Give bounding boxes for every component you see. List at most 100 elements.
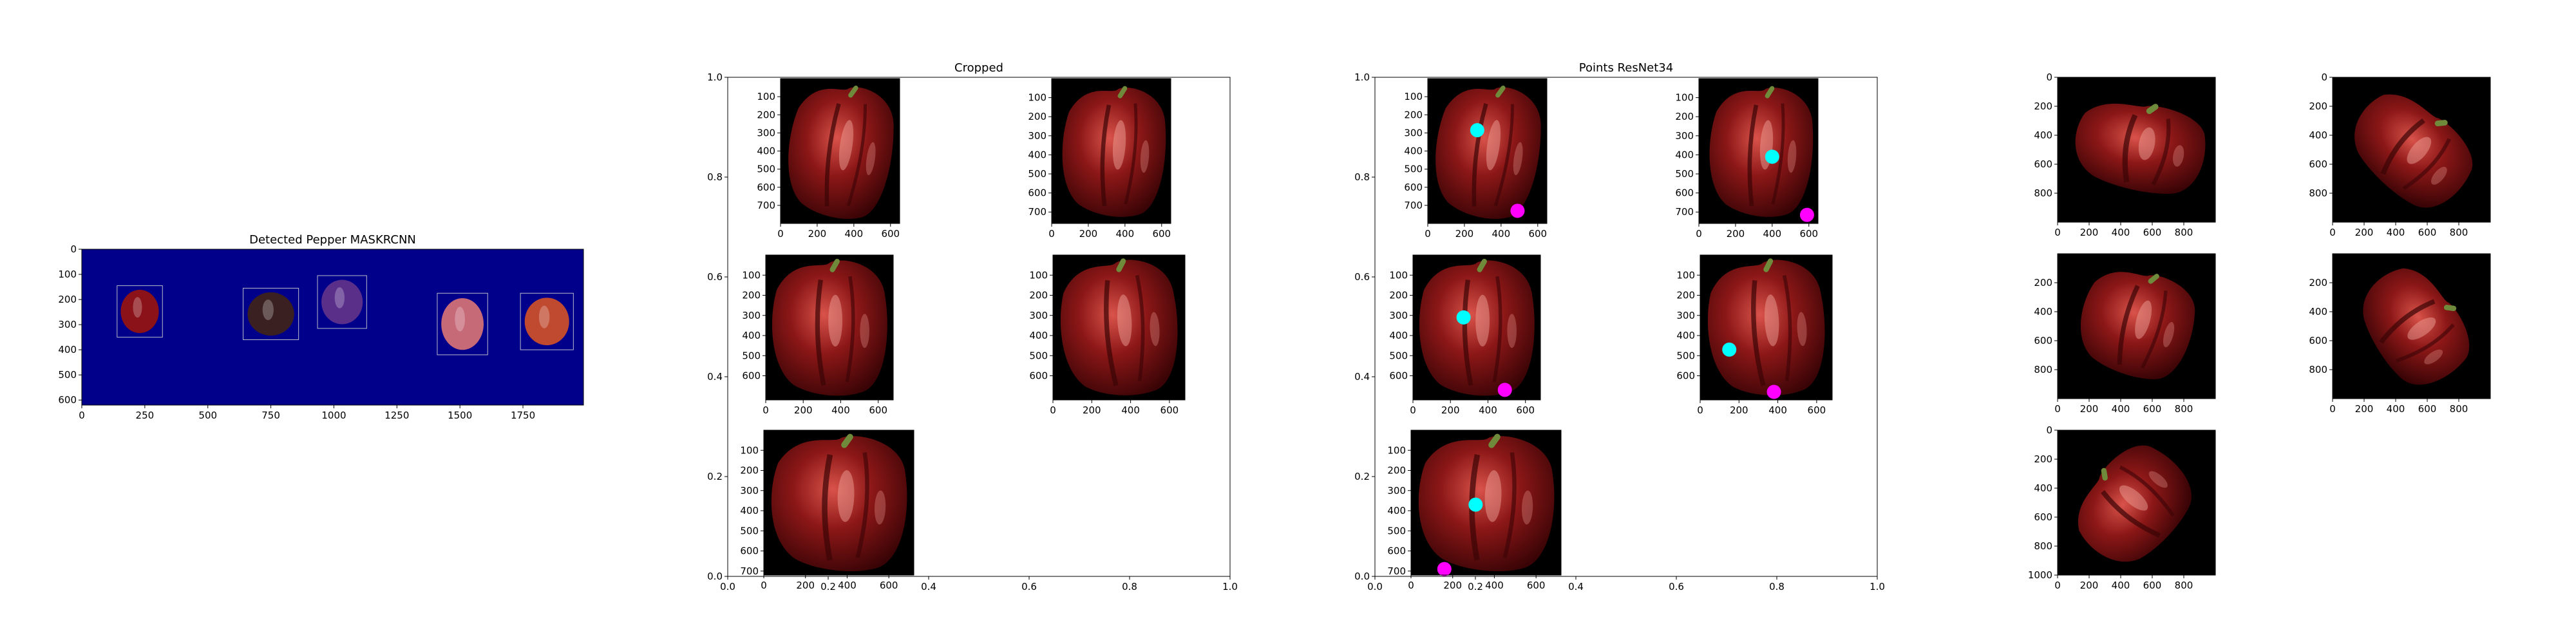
x-tick-label: 0	[1696, 228, 1702, 240]
pepper-image	[2075, 104, 2206, 194]
image-panel: 0 200 400 600 800 0 200 400 600 800	[2309, 71, 2491, 238]
image-panel: 0 200 400 600 100 200 300 400 500 600	[1676, 254, 1833, 416]
y-tick-label: 200	[1029, 290, 1048, 301]
pepper-image	[1707, 258, 1825, 395]
detection-box	[243, 288, 299, 341]
pepper-highlight	[133, 297, 142, 318]
pepper-body	[1435, 87, 1541, 219]
pepper-fold	[855, 452, 869, 558]
detection-box	[317, 275, 367, 329]
pepper-highlight	[2424, 349, 2443, 365]
x-tick-label: 200	[2080, 227, 2099, 238]
x-tick-label: 0	[1425, 228, 1431, 240]
y-tick-label: 300	[742, 310, 761, 321]
x-tick-label: 600	[2418, 403, 2437, 415]
axes-frame	[2332, 253, 2491, 399]
x-tick-label: 0	[1050, 404, 1056, 416]
y-tick-label: 500	[1387, 525, 1406, 536]
axes-frame	[1410, 430, 1562, 576]
x-tick-label: 200	[1083, 404, 1101, 416]
pepper-fold	[2151, 118, 2171, 185]
outer-y-tick-label: 0.4	[707, 371, 723, 383]
keypoint-top	[1470, 123, 1484, 138]
x-tick-label: 400	[1763, 228, 1782, 240]
keypoint-bottom	[1510, 204, 1525, 218]
pepper-highlight	[2135, 300, 2152, 339]
x-tick-label: 200	[2355, 227, 2374, 238]
y-tick-label: 800	[2034, 364, 2052, 375]
pepper-highlight	[2430, 167, 2447, 185]
image-area	[82, 249, 583, 405]
outer-y-tick-label: 0.2	[707, 471, 723, 482]
y-tick-label: 300	[740, 485, 759, 497]
x-tick-label: 600	[1799, 228, 1818, 240]
y-tick-label: 400	[2309, 129, 2327, 141]
pepper-fold	[2122, 114, 2138, 183]
keypoint-top	[1456, 310, 1471, 325]
x-tick-label: 600	[1160, 404, 1179, 416]
pepper-fold	[1502, 452, 1517, 558]
x-tick-label: 400	[1479, 404, 1497, 416]
y-tick-label: 600	[1676, 370, 1695, 382]
pepper-image	[1418, 433, 1555, 571]
pepper-image	[1709, 86, 1814, 217]
detection-chart: 0 250 500 750 1000 1250 1500 1750 0 100 200 300 400 5…	[58, 233, 584, 421]
image-panel: 0 200 400 600 100 200 300 400 500 600 700	[1387, 430, 1562, 591]
x-tick-label: 400	[2387, 227, 2405, 238]
outer-x-tick-label: 0.4	[921, 581, 936, 592]
pepper-fold	[846, 104, 867, 207]
outer-axes-frame	[1374, 77, 1878, 577]
pepper-body	[1062, 88, 1166, 217]
pepper-fold	[1782, 275, 1792, 381]
outer-y-tick-label: 0.6	[1354, 271, 1370, 283]
y-tick-label: 600	[2034, 335, 2052, 346]
y-tick-label: 800	[2309, 364, 2327, 375]
pepper-image	[771, 433, 907, 571]
x-tick-label: 1750	[511, 410, 535, 421]
pepper-stem	[1477, 258, 1487, 272]
y-tick-label: 500	[1389, 350, 1408, 361]
x-tick-label: 200	[2080, 580, 2099, 591]
x-tick-label: 600	[1808, 404, 1826, 416]
pepper-highlight	[837, 470, 855, 522]
x-tick-label: 400	[1121, 404, 1140, 416]
x-tick-label: 200	[1441, 404, 1460, 416]
y-tick-label: 800	[2034, 187, 2052, 199]
pepper-highlight	[455, 307, 466, 332]
y-tick-label: 200	[2309, 277, 2327, 289]
outer-x-tick-label: 0.2	[1468, 581, 1483, 592]
x-tick-label: 0	[1410, 404, 1416, 416]
pepper-image	[2363, 268, 2470, 385]
y-tick-label: 200	[1404, 109, 1423, 120]
outer-x-tick-label: 0.6	[1669, 581, 1684, 592]
pepper-stem	[1763, 258, 1774, 272]
x-tick-label: 600	[881, 228, 900, 240]
pepper-stem	[1495, 85, 1506, 98]
x-tick-label: 600	[1528, 228, 1547, 240]
keypoint-bottom	[1437, 562, 1452, 576]
x-tick-label: 800	[2175, 580, 2193, 591]
axes-frame	[2057, 77, 2216, 223]
pepper-body	[1707, 260, 1825, 395]
pepper-image	[1060, 258, 1178, 395]
pepper-image	[2354, 94, 2473, 208]
outer-y-tick-label: 0.8	[1354, 171, 1370, 183]
y-tick-label: 500	[757, 164, 775, 175]
image-panel: 0 200 400 600 100 200 300 400 500 600 700	[740, 430, 914, 591]
x-tick-label: 0	[1048, 228, 1055, 240]
axes-frame	[2057, 253, 2216, 399]
pepper-image	[772, 258, 887, 396]
y-tick-label: 600	[1387, 545, 1406, 557]
y-tick-label: 400	[1028, 149, 1046, 160]
y-tick-label: 200	[1389, 290, 1408, 301]
y-tick-label: 300	[1028, 130, 1046, 142]
x-tick-label: 200	[808, 228, 827, 240]
y-tick-label: 100	[1675, 92, 1694, 104]
y-tick-label: 0	[70, 243, 77, 255]
y-tick-label: 500	[1675, 168, 1694, 180]
pepper-highlight	[1797, 312, 1807, 346]
y-tick-label: 200	[1387, 465, 1406, 477]
outer-x-tick-label: 0.2	[820, 581, 836, 592]
pepper-stem	[829, 258, 840, 272]
pepper-highlight	[1150, 312, 1160, 346]
